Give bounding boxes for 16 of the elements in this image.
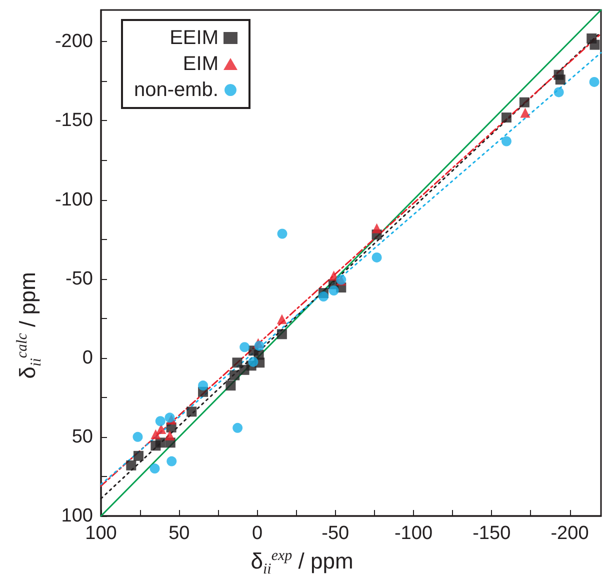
x-tick-label: -50 <box>322 523 350 544</box>
y-tick-label: 50 <box>72 426 93 448</box>
x-tick-label: 50 <box>168 523 190 544</box>
x-axis-title: δ$_{ii}$$^{exp}$ / ppm <box>250 548 354 579</box>
legend-label: non-emb. <box>134 79 218 101</box>
y-tick-label: -150 <box>54 110 93 132</box>
legend-label: EIM <box>182 53 218 75</box>
x-tick-label: -150 <box>472 523 511 544</box>
x-tick-label: -200 <box>550 523 589 544</box>
y-tick-label: -50 <box>66 268 93 290</box>
legend-label: EEIM <box>170 27 218 49</box>
y-tick-label: -200 <box>54 31 93 52</box>
x-tick-label: -100 <box>394 523 433 544</box>
y-tick-label: 0 <box>82 347 93 368</box>
y-tick-label: -100 <box>54 189 93 210</box>
x-tick-label: 0 <box>252 523 263 544</box>
